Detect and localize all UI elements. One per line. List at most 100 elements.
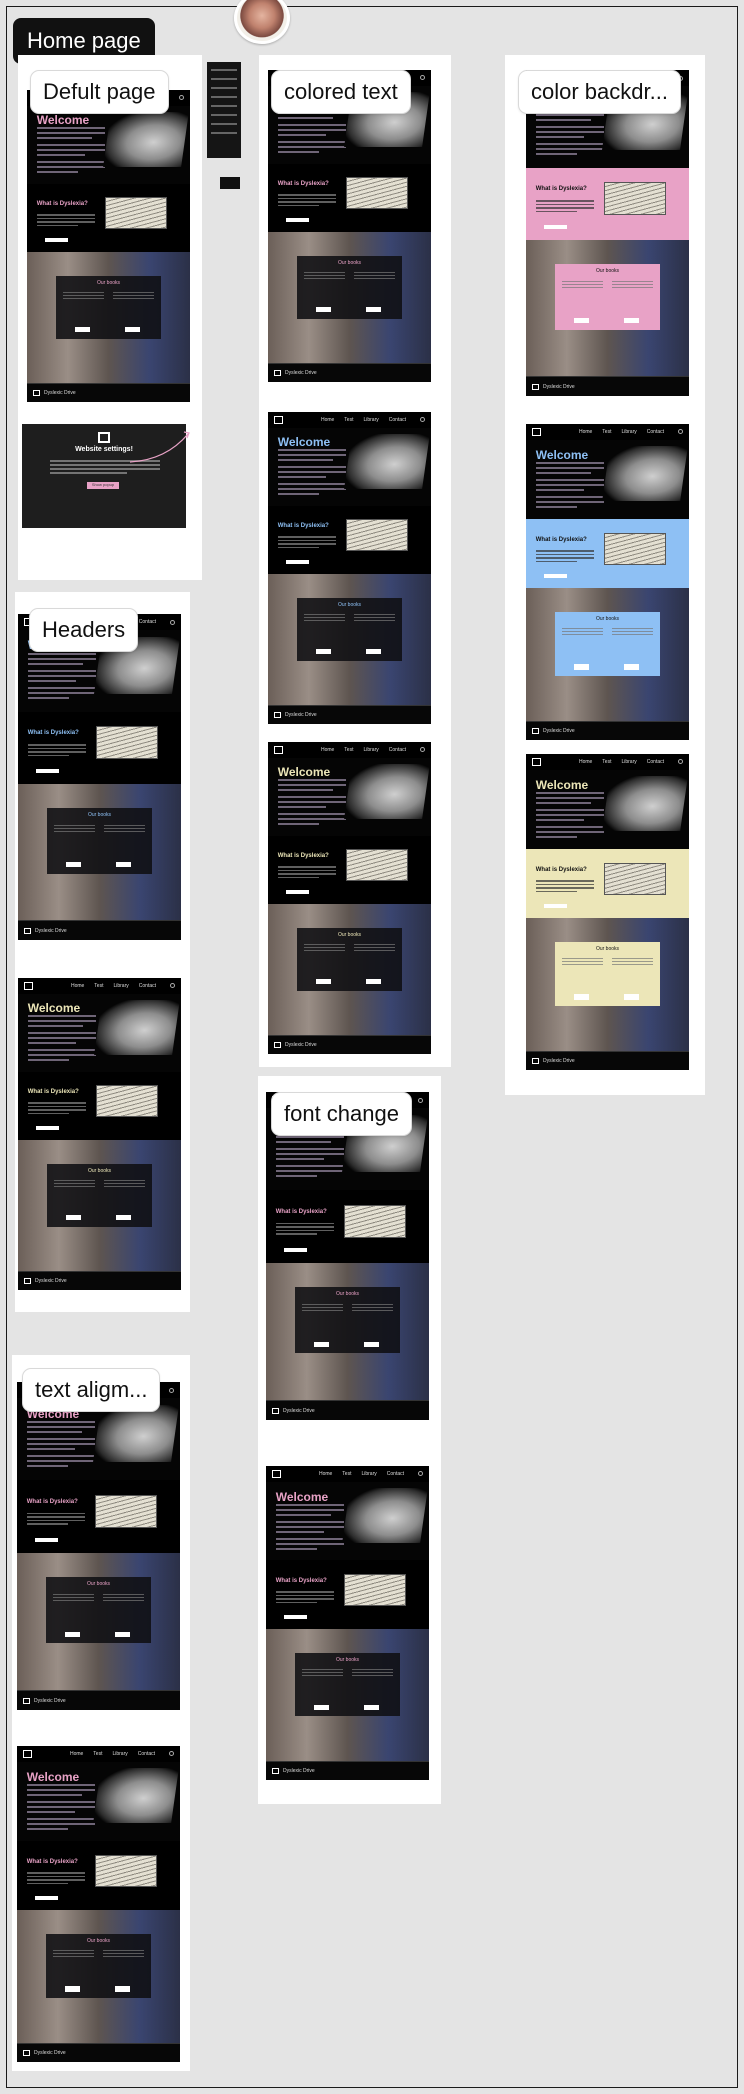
- mock-learn-more-button[interactable]: [34, 1896, 58, 1900]
- mock-learn-more-button[interactable]: [543, 574, 567, 578]
- mock-learn-more-button[interactable]: [35, 1126, 59, 1130]
- mock-nav-test[interactable]: Test: [344, 416, 354, 423]
- page-mockup-7[interactable]: Home Test Library Contact Welcome What i…: [526, 754, 689, 1070]
- mock-book-button-1[interactable]: [314, 1704, 329, 1710]
- mock-book-button-2[interactable]: [624, 994, 639, 1000]
- mock-learn-more-button[interactable]: [34, 1538, 58, 1542]
- mock-learn-more-button[interactable]: [44, 238, 68, 242]
- mock-nav-contact[interactable]: Contact: [388, 416, 406, 423]
- mock-book-button-2[interactable]: [366, 307, 381, 313]
- mock-nav-home[interactable]: Home: [318, 1470, 333, 1477]
- mock-nav-contact[interactable]: Contact: [388, 746, 406, 753]
- mock-book-button-2[interactable]: [364, 1704, 379, 1710]
- mock-book-button-2[interactable]: [366, 649, 381, 655]
- mock-nav-home[interactable]: Home: [320, 746, 335, 753]
- mock-book-button-1[interactable]: [314, 1341, 329, 1347]
- mock-book-button-1[interactable]: [316, 649, 331, 655]
- page-mockup-9[interactable]: Home Test Library Contact Welcome What i…: [18, 978, 181, 1290]
- mock-settings-icon[interactable]: [170, 619, 175, 625]
- mock-nav-contact[interactable]: Contact: [646, 758, 664, 765]
- section-label-color-backdrop[interactable]: color backdr...: [518, 70, 681, 114]
- mock-learn-more-button[interactable]: [543, 904, 567, 908]
- mock-learn-more-button[interactable]: [285, 560, 309, 564]
- mock-nav-library[interactable]: Library: [621, 758, 637, 765]
- mock-settings-icon[interactable]: [420, 75, 425, 81]
- mock-learn-more-button[interactable]: [543, 225, 567, 229]
- page-mockup-13[interactable]: Home Test Library Contact Welcome What i…: [17, 1746, 180, 2062]
- mock-book-button-2[interactable]: [624, 664, 639, 670]
- mock-nav-home[interactable]: Home: [70, 982, 85, 989]
- section-label-font-change[interactable]: font change: [271, 1092, 412, 1136]
- mock-learn-more-button[interactable]: [285, 218, 309, 222]
- mock-book-button-1[interactable]: [316, 979, 331, 985]
- mock-learn-more-button[interactable]: [35, 769, 59, 773]
- mock-nav-library[interactable]: Library: [361, 1470, 377, 1477]
- page-mockup-1[interactable]: Home Test Library Contact Welcome What i…: [27, 90, 190, 402]
- mock-nav-home[interactable]: Home: [578, 758, 593, 765]
- mock-nav-contact[interactable]: Contact: [386, 1470, 404, 1477]
- mock-nav-library[interactable]: Library: [112, 1750, 128, 1757]
- page-mockup-4[interactable]: Home Test Library Contact Welcome What i…: [268, 742, 431, 1054]
- mock-book-button-1[interactable]: [574, 664, 589, 670]
- mock-book-button-2[interactable]: [116, 862, 131, 868]
- mock-learn-more-button[interactable]: [285, 890, 309, 894]
- page-mockup-11[interactable]: Home Test Library Contact Welcome What i…: [266, 1466, 429, 1780]
- settings-panel-preview[interactable]: [207, 62, 241, 158]
- mock-book-button-2[interactable]: [364, 1341, 379, 1347]
- mock-nav-test[interactable]: Test: [93, 1750, 103, 1757]
- mock-book-button-1[interactable]: [75, 327, 90, 333]
- mock-book-button-2[interactable]: [624, 318, 639, 324]
- page-mockup-6[interactable]: Home Test Library Contact Welcome What i…: [526, 424, 689, 740]
- mock-book-button-2[interactable]: [366, 979, 381, 985]
- mock-book-button-1[interactable]: [66, 862, 81, 868]
- mock-nav-test[interactable]: Test: [94, 982, 104, 989]
- mock-book-button-1[interactable]: [574, 994, 589, 1000]
- mock-book-button-1[interactable]: [574, 318, 589, 324]
- mock-nav-home[interactable]: Home: [69, 1750, 84, 1757]
- mock-book-button-2[interactable]: [115, 1631, 130, 1637]
- mock-book-button-1[interactable]: [65, 1631, 80, 1637]
- mock-settings-icon[interactable]: [678, 429, 683, 435]
- mock-nav-home[interactable]: Home: [578, 428, 593, 435]
- section-label-colored-text[interactable]: colored text: [271, 70, 411, 114]
- mock-nav-contact[interactable]: Contact: [138, 982, 156, 989]
- page-mockup-8[interactable]: Home Test Library Contact Welcome What i…: [18, 614, 181, 940]
- section-label-text-alignment[interactable]: text aligm...: [22, 1368, 161, 1412]
- mock-nav-library[interactable]: Library: [621, 428, 637, 435]
- section-label-headers[interactable]: Headers: [29, 608, 139, 652]
- mock-nav-contact[interactable]: Contact: [646, 428, 664, 435]
- website-settings-card[interactable]: Website settings! Show popup: [22, 424, 190, 528]
- section-label-default[interactable]: Defult page: [30, 70, 169, 114]
- mock-learn-more-button[interactable]: [283, 1615, 307, 1619]
- mock-book-button-1[interactable]: [316, 307, 331, 313]
- page-mockup-10[interactable]: Home Test Library Contact Welcome What i…: [266, 1092, 429, 1420]
- mock-nav-test[interactable]: Test: [602, 428, 612, 435]
- mock-settings-icon[interactable]: [169, 1387, 174, 1393]
- mock-settings-icon[interactable]: [169, 1751, 174, 1757]
- mock-settings-icon[interactable]: [678, 759, 683, 765]
- mock-nav-contact[interactable]: Contact: [138, 619, 156, 626]
- mock-book-button-2[interactable]: [115, 1986, 130, 1992]
- mock-book-button-2[interactable]: [116, 1215, 131, 1221]
- mock-settings-icon[interactable]: [418, 1097, 423, 1103]
- page-mockup-5[interactable]: Home Test Library Contact Welcome What i…: [526, 70, 689, 396]
- page-mockup-2[interactable]: Home Test Library Contact Welcome What i…: [268, 70, 431, 382]
- mock-nav-library[interactable]: Library: [113, 982, 129, 989]
- mock-nav-contact[interactable]: Contact: [137, 1750, 155, 1757]
- mock-nav-test[interactable]: Test: [342, 1470, 352, 1477]
- mock-nav-home[interactable]: Home: [320, 416, 335, 423]
- mock-settings-icon[interactable]: [420, 747, 425, 753]
- mock-book-button-2[interactable]: [125, 327, 140, 333]
- mock-nav-test[interactable]: Test: [344, 746, 354, 753]
- mock-settings-icon[interactable]: [420, 417, 425, 423]
- mock-nav-library[interactable]: Library: [363, 416, 379, 423]
- mock-book-button-1[interactable]: [65, 1986, 80, 1992]
- page-mockup-12[interactable]: Home Test Library Contact Welcome What i…: [17, 1382, 180, 1710]
- mock-learn-more-button[interactable]: [283, 1248, 307, 1252]
- mock-nav-test[interactable]: Test: [602, 758, 612, 765]
- page-mockup-3[interactable]: Home Test Library Contact Welcome What i…: [268, 412, 431, 724]
- show-popup-button[interactable]: Show popup: [87, 482, 119, 489]
- mock-settings-icon[interactable]: [170, 983, 175, 989]
- mock-settings-icon[interactable]: [179, 95, 184, 101]
- mock-book-button-1[interactable]: [66, 1215, 81, 1221]
